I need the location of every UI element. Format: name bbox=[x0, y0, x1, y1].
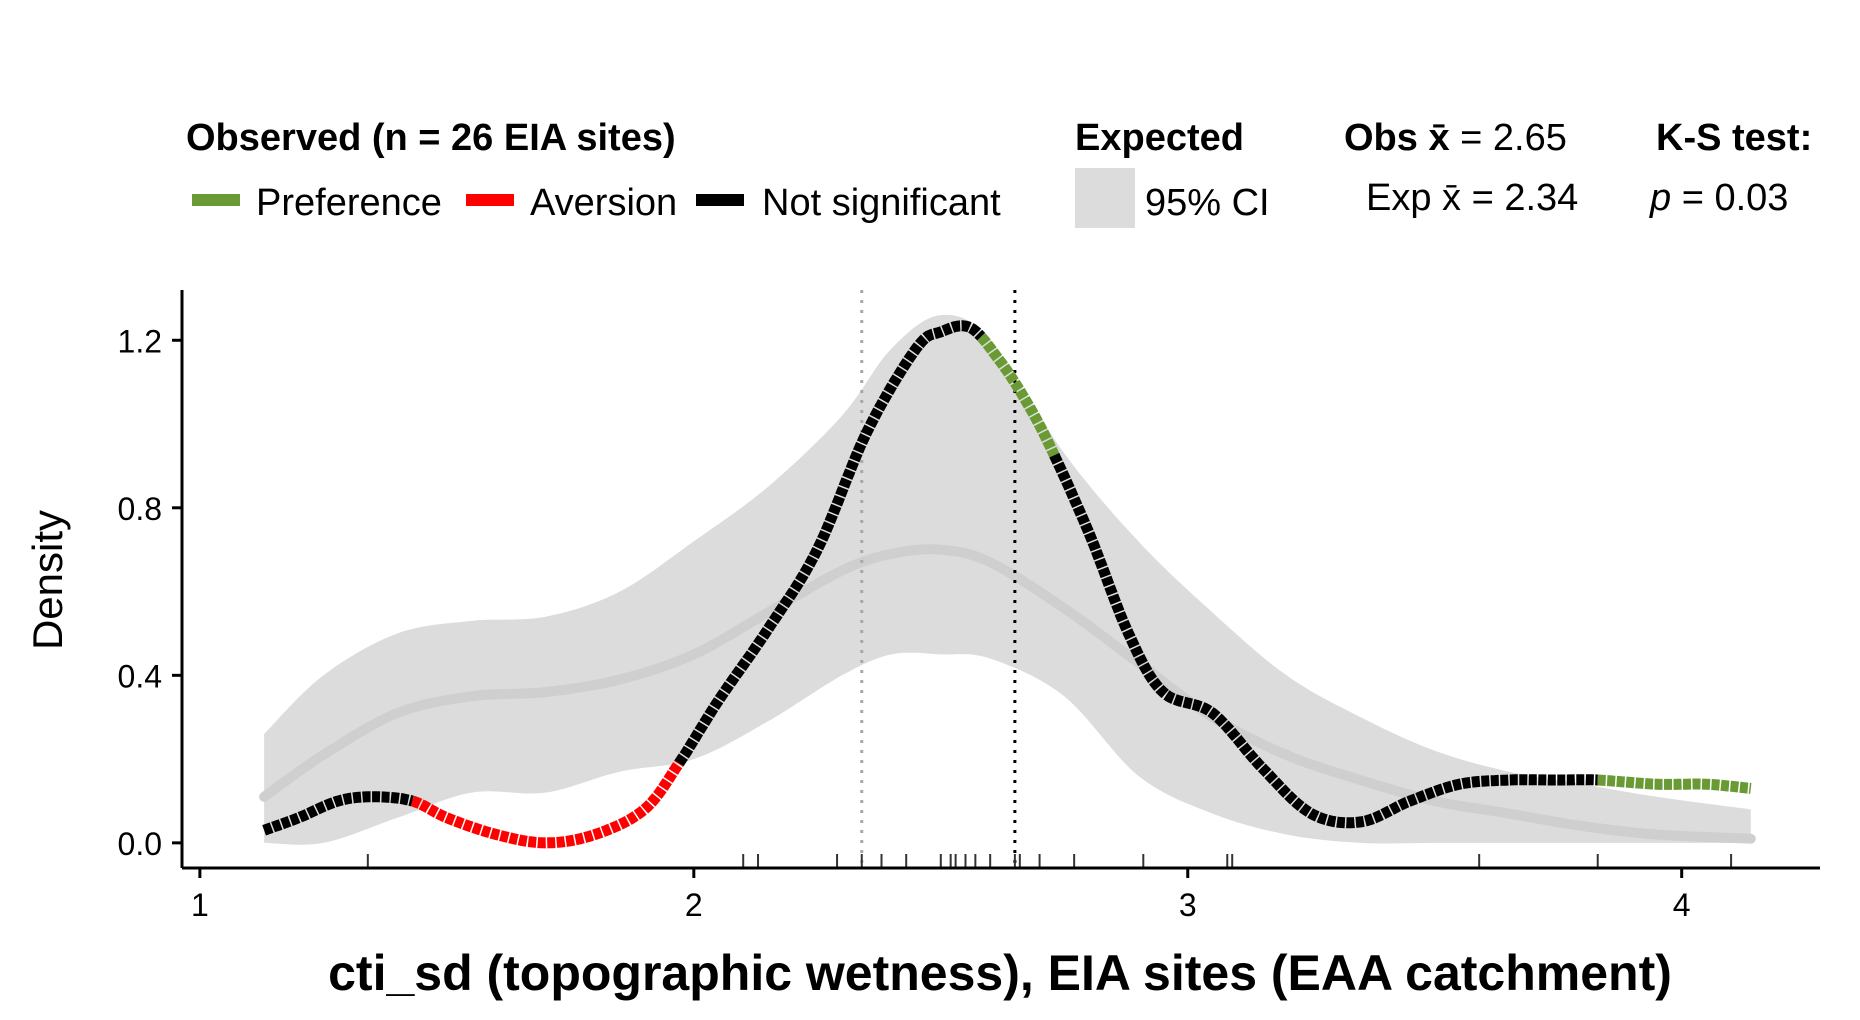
ks-p-symbol: p bbox=[1649, 177, 1671, 219]
obs-mean-label: Obs x̄ = 2.65 bbox=[1344, 117, 1567, 159]
x-tick-label: 1 bbox=[191, 887, 209, 923]
observed-segment-preference bbox=[977, 333, 1060, 458]
observed-segment-preference bbox=[1595, 774, 1755, 794]
rug-layer bbox=[366, 854, 1733, 868]
exp-mean-label: Exp x̄ = 2.34 bbox=[1366, 177, 1578, 219]
legend-swatch-not-significant bbox=[696, 194, 744, 206]
expected-mean-density-line bbox=[259, 544, 1756, 844]
ks-test-title: K-S test: bbox=[1656, 117, 1812, 159]
legend-observed: Observed (n = 26 EIA sites) Preference A… bbox=[186, 117, 1001, 224]
legend-swatch-aversion bbox=[466, 194, 514, 206]
legend-expected-title: Expected bbox=[1075, 117, 1244, 159]
y-tick-label: 0.8 bbox=[118, 491, 162, 527]
legend-means: Obs x̄ = 2.65 Exp x̄ = 2.34 bbox=[1344, 117, 1578, 219]
legend-swatch-preference bbox=[192, 194, 240, 206]
exp-mean-xbar: x̄ bbox=[1442, 177, 1461, 219]
observed-segment-not-significant bbox=[674, 320, 986, 767]
x-tick-label: 3 bbox=[1179, 887, 1197, 923]
legend-swatch-ci bbox=[1075, 168, 1135, 228]
x-axis-title: cti_sd (topographic wetness), EIA sites … bbox=[328, 945, 1672, 1001]
legend-label-aversion: Aversion bbox=[530, 182, 677, 224]
observed-segment-not-significant bbox=[1049, 452, 1600, 829]
y-axis-title: Density bbox=[24, 510, 71, 650]
obs-mean-value: = 2.65 bbox=[1450, 117, 1567, 159]
legend-ks-test: K-S test: p = 0.03 bbox=[1649, 117, 1812, 219]
legend-observed-title: Observed (n = 26 EIA sites) bbox=[186, 117, 676, 159]
exp-mean-prefix: Exp bbox=[1366, 177, 1442, 219]
expected-ci-band-layer bbox=[264, 314, 1751, 845]
x-tick-label: 2 bbox=[685, 887, 703, 923]
y-tick-label: 0.0 bbox=[118, 826, 162, 862]
legend-label-preference: Preference bbox=[256, 182, 442, 224]
observed-segment-aversion bbox=[409, 760, 684, 849]
expected-ci-band bbox=[264, 314, 1751, 845]
legend-expected: Expected 95% CI bbox=[1075, 117, 1270, 228]
y-tick-label: 1.2 bbox=[118, 323, 162, 359]
observed-segment-not-significant bbox=[260, 791, 416, 836]
observed-density-layer bbox=[260, 320, 1755, 849]
expected-mean-line-layer bbox=[259, 544, 1756, 844]
y-tick-label: 0.4 bbox=[118, 658, 162, 694]
ks-test-p-value: p = 0.03 bbox=[1649, 177, 1788, 219]
obs-mean-prefix: Obs bbox=[1344, 117, 1428, 159]
axes-layer: 1 2 3 4 0.0 0.4 0.8 1.2 bbox=[118, 290, 1820, 923]
legend-label-not-significant: Not significant bbox=[762, 182, 1001, 224]
mean-reference-lines bbox=[860, 290, 1017, 868]
ks-p-text: = 0.03 bbox=[1671, 177, 1788, 219]
x-tick-label: 4 bbox=[1673, 887, 1691, 923]
obs-mean-xbar: x̄ bbox=[1428, 117, 1449, 159]
exp-mean-value: = 2.34 bbox=[1461, 177, 1578, 219]
legend-label-ci: 95% CI bbox=[1145, 182, 1270, 224]
